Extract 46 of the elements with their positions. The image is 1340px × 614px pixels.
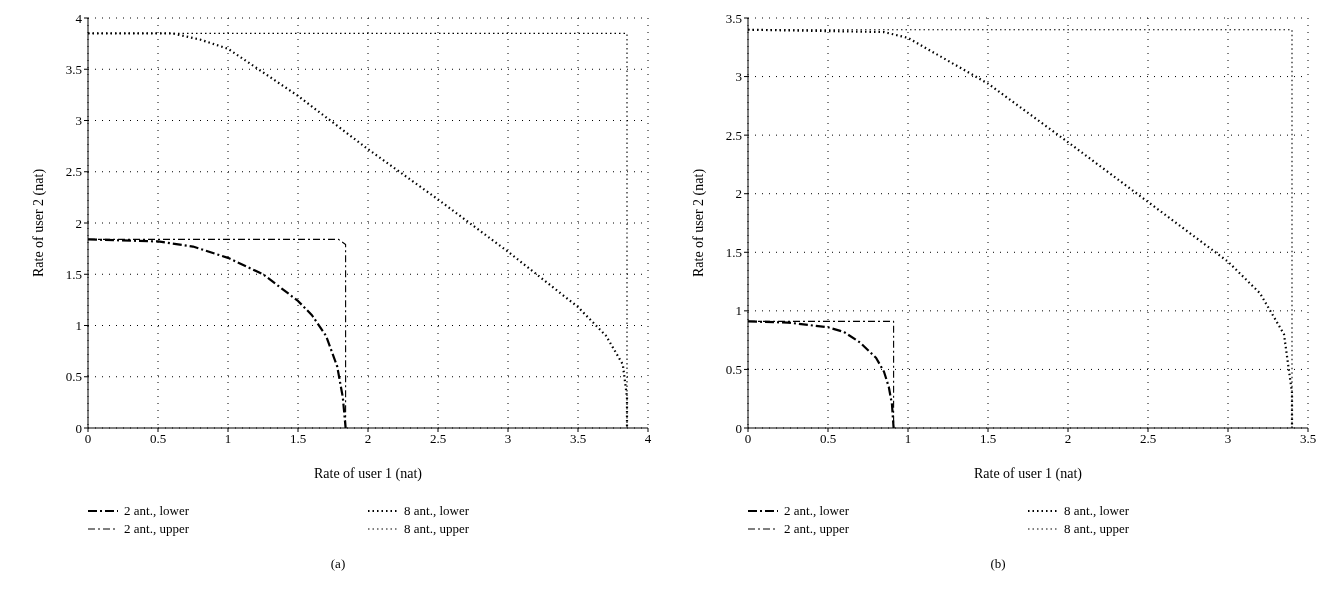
y-tick-label: 1.5 [65, 266, 82, 282]
x-tick-label: 4 [644, 431, 652, 447]
y-tick-label: 1.5 [725, 244, 742, 260]
legend-label: 2 ant., lower [124, 503, 189, 519]
y-tick-label: 2 [75, 215, 82, 231]
y-tick-label: 4 [75, 10, 83, 26]
x-tick-label: 1 [224, 431, 232, 447]
x-tick-label: 3.5 [569, 431, 587, 447]
y-tick-label: 0 [735, 420, 742, 436]
y-tick-label: 3.5 [65, 61, 82, 77]
x-tick-label: 2.5 [1139, 431, 1157, 447]
legend-label: 2 ant., upper [124, 521, 189, 537]
legend-label: 8 ant., upper [1064, 521, 1129, 537]
y-tick-label: 3.5 [725, 10, 742, 26]
y-axis-title: Rate of user 2 (nat) [690, 168, 707, 278]
y-tick-label: 3 [75, 113, 82, 129]
x-tick-label: 0.5 [149, 431, 167, 447]
y-tick-label: 3 [735, 69, 742, 85]
y-tick-label: 0.5 [65, 369, 82, 385]
y-axis-title: Rate of user 2 (nat) [30, 168, 47, 278]
x-axis-title: Rate of user 1 (nat) [973, 466, 1083, 482]
y-tick-label: 2.5 [65, 164, 82, 180]
text: (b) [990, 556, 1006, 572]
x-tick-label: 0.5 [819, 431, 837, 447]
y-tick-label: 1 [75, 318, 82, 334]
x-tick-label: 1 [904, 431, 912, 447]
legend-label: 8 ant., lower [1064, 503, 1129, 519]
y-tick-label: 0.5 [725, 362, 742, 378]
legend-label: 2 ant., upper [784, 521, 849, 537]
y-tick-label: 2.5 [725, 127, 742, 143]
x-axis-title: Rate of user 1 (nat) [313, 466, 423, 482]
y-tick-label: 0 [75, 420, 82, 436]
x-tick-label: 1.5 [979, 431, 997, 447]
legend-label: 8 ant., lower [404, 503, 469, 519]
y-tick-label: 1 [735, 303, 742, 319]
legend-label: 2 ant., lower [784, 503, 849, 519]
x-tick-label: 2 [1064, 431, 1072, 447]
x-tick-label: 2 [364, 431, 372, 447]
x-tick-label: 2.5 [429, 431, 447, 447]
y-tick-label: 2 [735, 186, 742, 202]
x-tick-label: 3 [1224, 431, 1232, 447]
legend-label: 8 ant., upper [404, 521, 469, 537]
text: (a) [330, 556, 346, 572]
x-tick-label: 3 [504, 431, 512, 447]
x-tick-label: 1.5 [289, 431, 307, 447]
x-tick-label: 3.5 [1299, 431, 1317, 447]
